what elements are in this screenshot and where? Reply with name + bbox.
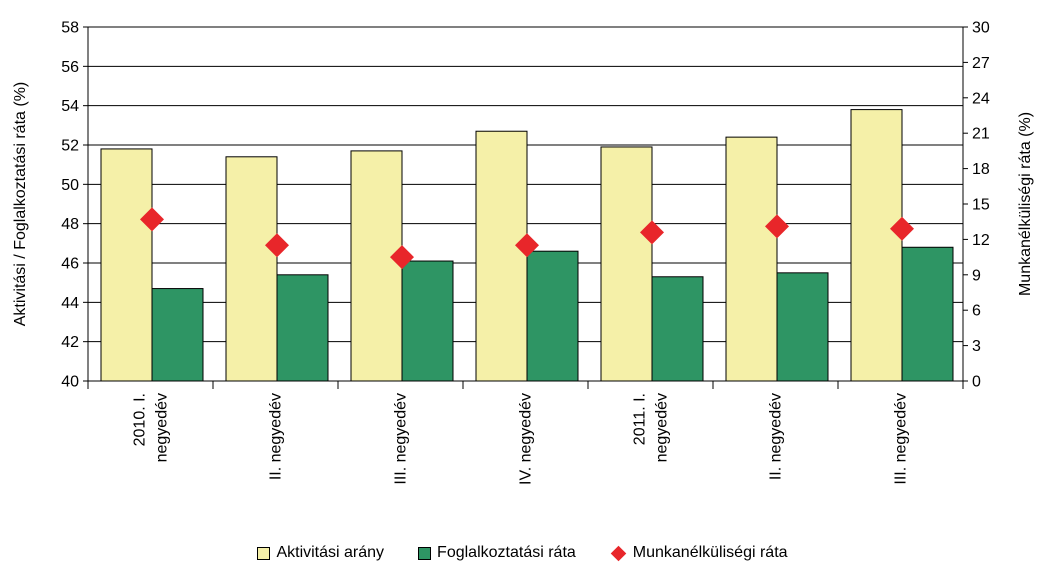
- marker-munkanelkulisegi: [640, 220, 664, 245]
- marker-munkanelkulisegi: [140, 207, 164, 232]
- category-label: III. negyedév: [393, 393, 410, 485]
- bars: [100, 109, 954, 382]
- y-tick-label: 50: [61, 177, 79, 194]
- y2-tick-label: 24: [972, 90, 990, 107]
- legend-swatch-aktivitasi: [257, 546, 271, 560]
- legend-item-aktivitasi: Aktivitási arány: [257, 544, 384, 562]
- bar-aktivitasi: [475, 130, 528, 382]
- category-label: negyedév: [154, 393, 171, 462]
- category-label: II. negyedév: [768, 393, 785, 480]
- bar-aktivitasi: [850, 109, 903, 382]
- legend-label-munkanelkulisegi: Munkanélküliségi ráta: [632, 544, 788, 561]
- y2-tick-label: 27: [972, 55, 990, 72]
- bar-foglalkoztatasi: [651, 276, 704, 382]
- y-tick-label: 42: [61, 334, 79, 351]
- bar-foglalkoztatasi: [901, 246, 954, 382]
- markers: [140, 207, 914, 270]
- bar-foglalkoztatasi: [401, 260, 454, 382]
- marker-munkanelkulisegi: [390, 245, 414, 270]
- y2-tick-label: 21: [972, 126, 990, 143]
- y-tick-label: 46: [61, 256, 79, 273]
- legend-label-aktivitasi: Aktivitási arány: [276, 544, 385, 561]
- bar-aktivitasi: [100, 148, 153, 382]
- marker-munkanelkulisegi: [265, 233, 289, 258]
- marker-munkanelkulisegi: [890, 216, 914, 241]
- category-label: 2010. I.: [132, 393, 149, 446]
- bar-aktivitasi: [225, 156, 278, 382]
- category-label: II. negyedév: [268, 393, 285, 480]
- legend-diamond-icon: [610, 545, 627, 561]
- bar-aktivitasi: [600, 146, 653, 382]
- category-labels: 2010. I. negyedév II. negyedév III. negyedé…: [132, 393, 910, 485]
- y2-tick-label: 6: [972, 303, 981, 320]
- tick-labels: 40 42 44 46 48 50 52 54 56 58 0 3 6 9 12 15 18 21 24 27 30: [61, 20, 990, 391]
- y2-tick-label: 30: [972, 20, 990, 37]
- y-axis-title: Aktivitási / Foglalkoztatási ráta (%): [12, 82, 29, 327]
- y-tick-label: 58: [61, 20, 79, 37]
- y2-tick-label: 15: [972, 197, 990, 214]
- y-tick-label: 56: [61, 59, 79, 76]
- bar-foglalkoztatasi: [526, 250, 579, 382]
- y-tick-label: 44: [61, 295, 79, 312]
- axes: [83, 26, 968, 389]
- bar-aktivitasi: [725, 136, 778, 382]
- category-label: 2011. I.: [632, 393, 649, 445]
- y-tick-label: 40: [61, 374, 79, 391]
- legend-item-munkanelkulisegi: Munkanélküliségi ráta: [610, 544, 788, 562]
- y2-tick-label: 18: [972, 161, 990, 178]
- y-tick-label: 52: [61, 138, 79, 155]
- bar-foglalkoztatasi: [151, 288, 204, 382]
- marker-munkanelkulisegi: [765, 214, 789, 239]
- category-label: IV. negyedév: [518, 393, 535, 485]
- legend-swatch-foglalkoztatasi: [418, 546, 432, 560]
- y2-tick-label: 9: [972, 267, 981, 284]
- y2-axis-title: Munkanélküliségi ráta (%): [1017, 112, 1034, 296]
- bar-foglalkoztatasi: [776, 272, 829, 382]
- chart: 40 42 44 46 48 50 52 54 56 58 0 3 6 9 12 15 18 21 24 27 30 2…: [12, 20, 1034, 485]
- category-label: negyedév: [654, 393, 671, 462]
- legend-item-foglalkoztatasi: Foglalkoztatási ráta: [418, 544, 576, 562]
- y2-tick-label: 0: [972, 374, 981, 391]
- legend-label-foglalkoztatasi: Foglalkoztatási ráta: [437, 544, 576, 561]
- category-label: III. negyedév: [893, 393, 910, 485]
- bar-aktivitasi: [350, 150, 403, 382]
- marker-munkanelkulisegi: [515, 233, 539, 258]
- y2-tick-label: 12: [972, 232, 990, 249]
- legend: Aktivitási arány Foglalkoztatási ráta Mu…: [0, 540, 1045, 566]
- y2-tick-label: 3: [972, 338, 981, 355]
- y-tick-label: 48: [61, 216, 79, 233]
- y-tick-label: 54: [61, 98, 79, 115]
- bar-foglalkoztatasi: [276, 274, 329, 382]
